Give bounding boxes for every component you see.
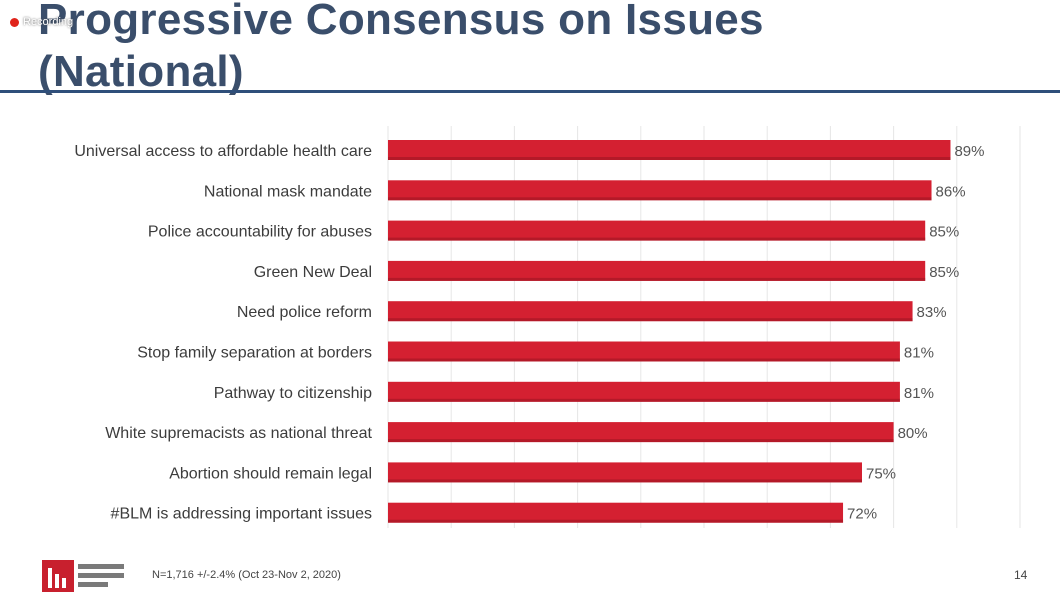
data-label: 75%: [866, 465, 896, 482]
bar-shadow: [388, 197, 932, 201]
bar: [388, 341, 900, 362]
category-label: Stop family separation at borders: [137, 345, 372, 362]
bar: [388, 422, 894, 443]
bar: [388, 260, 926, 281]
bar-shadow: [388, 157, 951, 160]
page-number: 14: [1014, 568, 1028, 582]
bar-chart: Universal access to affordable health ca…: [74, 126, 1021, 528]
bar: [388, 502, 844, 523]
category-label: National mask mandate: [204, 183, 372, 200]
bar: [388, 381, 900, 402]
category-label: Green New Deal: [254, 264, 372, 281]
sample-footnote: N=1,716 +/-2.4% (Oct 23-Nov 2, 2020): [152, 569, 341, 581]
slide-title-line-2: (National): [38, 47, 244, 96]
category-label: Police accountability for abuses: [148, 224, 372, 241]
data-label: 85%: [929, 224, 959, 241]
category-label: Need police reform: [237, 304, 372, 321]
bar: [388, 462, 862, 483]
bar: [388, 140, 951, 160]
data-label: 81%: [904, 345, 934, 362]
data-label: 85%: [929, 264, 959, 281]
bar-shadow: [388, 318, 913, 322]
bar: [388, 180, 932, 201]
category-label: Pathway to citizenship: [214, 385, 372, 402]
data-label: 89%: [954, 143, 984, 160]
data-label: 72%: [847, 506, 877, 523]
bar-shadow: [388, 277, 926, 281]
poll-logo: [42, 560, 124, 592]
bar-shadow: [388, 519, 844, 523]
category-label: #BLM is addressing important issues: [111, 506, 372, 523]
bar-shadow: [388, 237, 926, 241]
data-label: 86%: [936, 183, 966, 200]
category-label: Abortion should remain legal: [169, 465, 372, 482]
bar-shadow: [388, 358, 900, 362]
bar: [388, 220, 926, 241]
recording-dot-icon: [10, 17, 19, 27]
data-label: 81%: [904, 385, 934, 402]
bar-shadow: [388, 479, 862, 483]
bar-shadow: [388, 439, 894, 443]
recording-indicator: Recording: [10, 16, 73, 28]
data-label: 80%: [898, 425, 928, 442]
recording-label: Recording: [23, 16, 74, 28]
slide-title-line-1: Progressive Consensus on Issues: [38, 0, 764, 44]
title-divider: [0, 90, 1060, 93]
data-label: 83%: [917, 304, 947, 321]
category-label: Universal access to affordable health ca…: [74, 143, 372, 160]
bar: [388, 301, 913, 322]
category-label: White supremacists as national threat: [105, 425, 372, 442]
slide-title: Progressive Consensus on Issues (Nationa…: [38, 0, 764, 98]
bar-shadow: [388, 398, 900, 402]
